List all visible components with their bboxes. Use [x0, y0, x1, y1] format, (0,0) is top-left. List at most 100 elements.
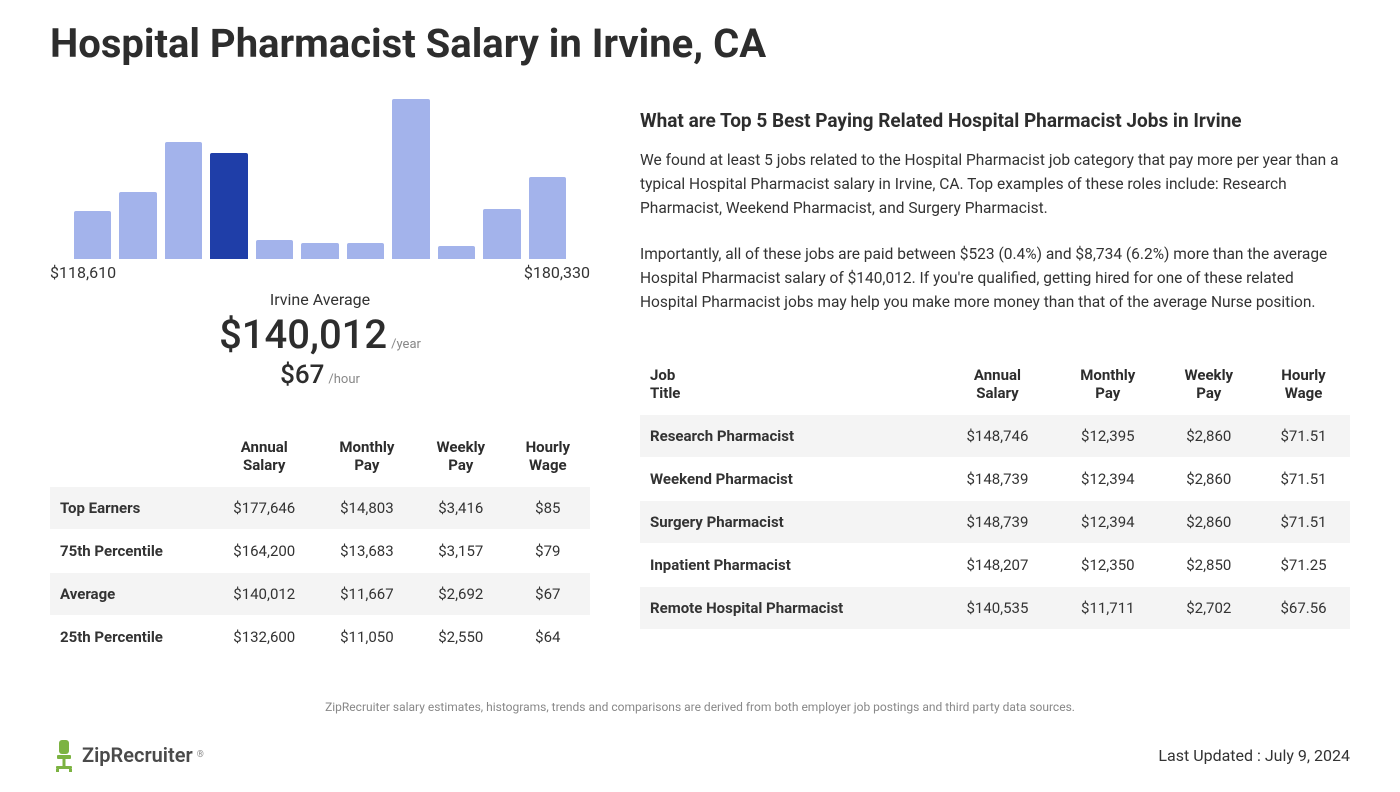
table-cell: $3,157 [416, 530, 506, 573]
table-header-cell: WeeklyPay [416, 426, 506, 487]
table-cell: $11,667 [318, 573, 416, 616]
table-cell: $11,050 [318, 616, 416, 659]
table-header-cell: MonthlyPay [1055, 354, 1160, 415]
chart-bar [301, 243, 338, 259]
table-header-cell: JobTitle [640, 354, 940, 415]
table-cell: Weekend Pharmacist [640, 458, 940, 501]
registered-mark: ® [197, 750, 204, 760]
table-cell: $2,702 [1161, 587, 1258, 630]
chart-bar [438, 246, 475, 259]
chart-min-label: $118,610 [50, 263, 116, 282]
table-cell: $3,416 [416, 487, 506, 530]
table-cell: $12,395 [1055, 415, 1160, 458]
table-cell: $132,600 [211, 616, 318, 659]
table-header-cell: AnnualSalary [211, 426, 318, 487]
table-cell: $71.51 [1257, 458, 1350, 501]
salary-histogram: $118,610 $180,330 Irvine Average $140,01… [50, 99, 590, 390]
table-cell: Top Earners [50, 487, 211, 530]
table-cell: $12,394 [1055, 458, 1160, 501]
table-header-row: JobTitleAnnualSalaryMonthlyPayWeeklyPayH… [640, 354, 1350, 415]
table-header-cell [50, 426, 211, 487]
chart-bar [392, 99, 429, 259]
table-cell: $67.56 [1257, 587, 1350, 630]
table-cell: $67 [506, 573, 590, 616]
brand-logo: ZipRecruiter ® [50, 738, 204, 772]
chair-icon [50, 738, 78, 772]
table-row: 25th Percentile$132,600$11,050$2,550$64 [50, 616, 590, 659]
table-cell: $71.51 [1257, 501, 1350, 544]
table-cell: $14,803 [318, 487, 416, 530]
chart-bar [165, 142, 202, 259]
table-cell: $148,746 [940, 415, 1055, 458]
hourly-salary-display: $67 /hour [50, 360, 590, 390]
table-cell: $148,739 [940, 501, 1055, 544]
table-cell: $79 [506, 530, 590, 573]
table-cell: $164,200 [211, 530, 318, 573]
table-cell: $2,550 [416, 616, 506, 659]
table-row: Surgery Pharmacist$148,739$12,394$2,860$… [640, 501, 1350, 544]
table-cell: $11,711 [1055, 587, 1160, 630]
table-cell: 75th Percentile [50, 530, 211, 573]
table-cell: $177,646 [211, 487, 318, 530]
table-cell: $140,012 [211, 573, 318, 616]
table-header-cell: HourlyWage [506, 426, 590, 487]
table-row: Average$140,012$11,667$2,692$67 [50, 573, 590, 616]
chart-center-label: Irvine Average [50, 290, 590, 309]
page-title: Hospital Pharmacist Salary in Irvine, CA [50, 20, 1350, 67]
annual-salary-value: $140,012 [219, 311, 387, 358]
table-cell: 25th Percentile [50, 616, 211, 659]
related-jobs-heading: What are Top 5 Best Paying Related Hospi… [640, 109, 1350, 132]
chart-axis-labels: $118,610 $180,330 [50, 263, 590, 282]
left-column: $118,610 $180,330 Irvine Average $140,01… [50, 99, 590, 658]
hourly-salary-unit: /hour [328, 372, 360, 387]
table-cell: $148,739 [940, 458, 1055, 501]
related-jobs-table: JobTitleAnnualSalaryMonthlyPayWeeklyPayH… [640, 354, 1350, 629]
percentile-table: AnnualSalaryMonthlyPayWeeklyPayHourlyWag… [50, 426, 590, 658]
table-cell: $148,207 [940, 544, 1055, 587]
table-cell: $2,692 [416, 573, 506, 616]
chart-bar [483, 209, 520, 259]
table-cell: $2,860 [1161, 501, 1258, 544]
table-cell: $64 [506, 616, 590, 659]
table-cell: $2,850 [1161, 544, 1258, 587]
table-header-cell: MonthlyPay [318, 426, 416, 487]
table-header-cell: AnnualSalary [940, 354, 1055, 415]
footnote: ZipRecruiter salary estimates, histogram… [50, 700, 1350, 714]
chart-bars [50, 99, 590, 259]
table-cell: $13,683 [318, 530, 416, 573]
chart-bar [347, 243, 384, 259]
chart-max-label: $180,330 [524, 263, 590, 282]
table-row: Inpatient Pharmacist$148,207$12,350$2,85… [640, 544, 1350, 587]
table-row: Weekend Pharmacist$148,739$12,394$2,860$… [640, 458, 1350, 501]
table-cell: Surgery Pharmacist [640, 501, 940, 544]
table-cell: Average [50, 573, 211, 616]
brand-name: ZipRecruiter [82, 743, 193, 767]
annual-salary-unit: /year [391, 337, 421, 352]
annual-salary-display: $140,012 /year [50, 311, 590, 358]
table-header-cell: HourlyWage [1257, 354, 1350, 415]
chart-bar [210, 153, 247, 259]
table-cell: $12,394 [1055, 501, 1160, 544]
table-cell: $71.25 [1257, 544, 1350, 587]
right-column: What are Top 5 Best Paying Related Hospi… [640, 99, 1350, 658]
last-updated: Last Updated : July 9, 2024 [1158, 746, 1350, 765]
table-header-cell: WeeklyPay [1161, 354, 1258, 415]
related-jobs-para-1: We found at least 5 jobs related to the … [640, 148, 1350, 220]
table-row: Research Pharmacist$148,746$12,395$2,860… [640, 415, 1350, 458]
table-cell: Inpatient Pharmacist [640, 544, 940, 587]
table-cell: $140,535 [940, 587, 1055, 630]
table-cell: $2,860 [1161, 415, 1258, 458]
table-cell: $71.51 [1257, 415, 1350, 458]
table-row: Top Earners$177,646$14,803$3,416$85 [50, 487, 590, 530]
table-cell: $2,860 [1161, 458, 1258, 501]
chart-bar [119, 192, 156, 259]
chart-bar [529, 177, 566, 259]
chart-bar [256, 240, 293, 259]
table-cell: Remote Hospital Pharmacist [640, 587, 940, 630]
hourly-salary-value: $67 [280, 360, 324, 390]
related-jobs-para-2: Importantly, all of these jobs are paid … [640, 242, 1350, 314]
table-header-row: AnnualSalaryMonthlyPayWeeklyPayHourlyWag… [50, 426, 590, 487]
table-row: Remote Hospital Pharmacist$140,535$11,71… [640, 587, 1350, 630]
main-columns: $118,610 $180,330 Irvine Average $140,01… [50, 99, 1350, 658]
chart-bar [74, 211, 111, 259]
